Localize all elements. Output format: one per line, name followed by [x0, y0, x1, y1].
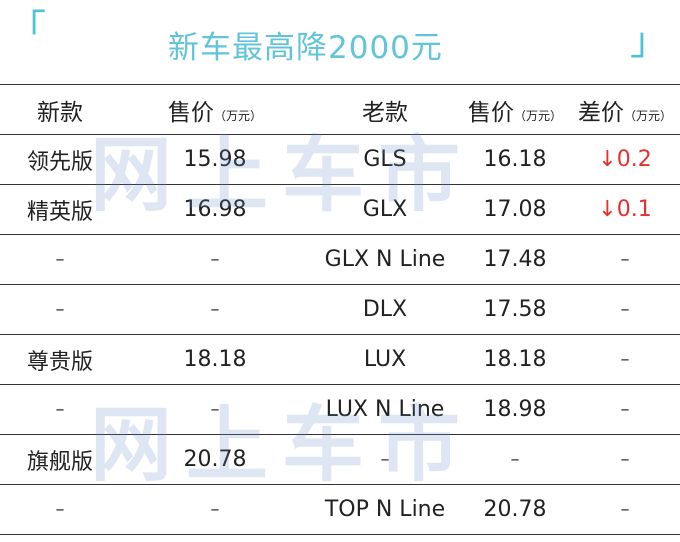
- cell-old-price: 17.58: [460, 284, 570, 335]
- cell-old-price: 20.78: [460, 484, 570, 535]
- cell-price-diff: –: [570, 284, 680, 335]
- right-bracket: 」: [630, 19, 669, 63]
- cell-old-model: GLX N Line: [310, 234, 460, 285]
- title-bar: 「 新车最高降2000元 」: [0, 0, 680, 84]
- cell-old-price: 18.18: [460, 334, 570, 385]
- cell-price-diff: –: [570, 334, 680, 385]
- cell-new-model: 尊贵版: [0, 334, 120, 385]
- cell-old-model: GLX: [310, 184, 460, 235]
- cell-new-price: 16.98: [120, 184, 310, 235]
- cell-old-model: LUX: [310, 334, 460, 385]
- cell-old-price: –: [460, 434, 570, 485]
- cell-old-model: DLX: [310, 284, 460, 335]
- cell-price-diff: ↓0.2: [570, 134, 680, 185]
- table-row: 尊贵版 18.18 LUX 18.18–: [0, 334, 680, 385]
- table-header-row: 新款 售价（万元） 老款 售价（万元） 差价（万元）: [0, 84, 680, 135]
- cell-old-price: 18.98: [460, 384, 570, 435]
- cell-old-model: GLS: [310, 134, 460, 185]
- header-price-diff: 差价（万元）: [570, 84, 680, 135]
- cell-new-price: –: [120, 234, 310, 285]
- table-row: – – DLX 17.58–: [0, 284, 680, 335]
- header-new-price: 售价（万元）: [120, 84, 310, 135]
- cell-new-model: –: [0, 284, 120, 335]
- table-row: 精英版 16.98 GLX 17.08 ↓0.1: [0, 184, 680, 235]
- price-comparison-table: 新款 售价（万元） 老款 售价（万元） 差价（万元） 领先版 15.98 GLS 16…: [0, 84, 680, 535]
- cell-price-diff: –: [570, 234, 680, 285]
- table-row: 旗舰版 20.78– – –: [0, 434, 680, 485]
- cell-new-model: –: [0, 384, 120, 435]
- cell-new-price: 15.98: [120, 134, 310, 185]
- left-bracket: 「: [8, 7, 47, 51]
- page-title: 新车最高降2000元: [168, 30, 443, 66]
- cell-new-model: –: [0, 234, 120, 285]
- header-old-price: 售价（万元）: [460, 84, 570, 135]
- cell-price-diff: –: [570, 384, 680, 435]
- cell-old-model: LUX N Line: [310, 384, 460, 435]
- cell-new-model: 旗舰版: [0, 434, 120, 485]
- cell-old-price: 17.48: [460, 234, 570, 285]
- cell-new-price: –: [120, 384, 310, 435]
- table-row: 领先版 15.98 GLS 16.18 ↓0.2: [0, 134, 680, 185]
- table-row: – – LUX N Line 18.98–: [0, 384, 680, 435]
- header-old-model: 老款: [310, 84, 460, 135]
- cell-new-price: –: [120, 484, 310, 535]
- cell-price-diff: ↓0.1: [570, 184, 680, 235]
- table-row: – – GLX N Line 17.48–: [0, 234, 680, 285]
- cell-price-diff: –: [570, 434, 680, 485]
- cell-new-model: 精英版: [0, 184, 120, 235]
- table-body: 领先版 15.98 GLS 16.18 ↓0.2 精英版 16.98 GLX 17.08 ↓0.1…: [0, 134, 680, 535]
- header-new-model: 新款: [0, 84, 120, 135]
- cell-price-diff: –: [570, 484, 680, 535]
- cell-new-price: 20.78: [120, 434, 310, 485]
- cell-new-price: 18.18: [120, 334, 310, 385]
- cell-old-price: 16.18: [460, 134, 570, 185]
- cell-old-model: TOP N Line: [310, 484, 460, 535]
- cell-old-price: 17.08: [460, 184, 570, 235]
- table-row: – – TOP N Line 20.78–: [0, 484, 680, 535]
- cell-new-price: –: [120, 284, 310, 335]
- cell-new-model: –: [0, 484, 120, 535]
- cell-new-model: 领先版: [0, 134, 120, 185]
- cell-old-model: –: [310, 434, 460, 485]
